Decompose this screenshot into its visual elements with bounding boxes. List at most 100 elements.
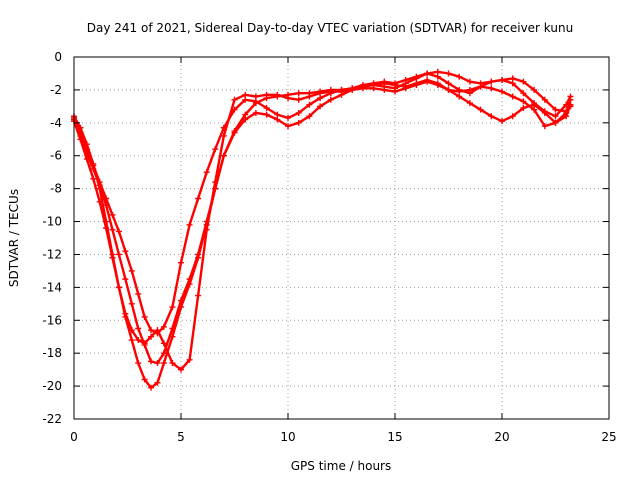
data-point <box>90 162 97 169</box>
data-point <box>520 90 527 97</box>
data-point <box>285 123 291 130</box>
data-point <box>466 78 473 85</box>
data-point <box>456 88 463 95</box>
data-point <box>141 340 148 347</box>
data-point <box>274 91 281 98</box>
data-point <box>295 119 302 126</box>
data-point <box>178 259 184 266</box>
data-point <box>563 109 570 116</box>
data-point <box>306 101 313 108</box>
series-line <box>72 72 572 335</box>
data-point <box>520 98 527 105</box>
y-tick-label: -2 <box>50 83 62 97</box>
data-point <box>109 211 116 218</box>
data-point <box>128 327 135 334</box>
y-tick-label: -16 <box>42 313 62 327</box>
series-track-3 <box>71 70 574 337</box>
data-point <box>413 73 420 80</box>
data-point <box>531 100 538 107</box>
data-point <box>115 251 122 258</box>
y-tick-label: -12 <box>42 247 62 261</box>
data-point <box>135 290 142 297</box>
data-point <box>186 221 193 228</box>
data-point <box>477 83 484 90</box>
data-point <box>186 281 193 288</box>
data-point <box>381 86 388 93</box>
data-point <box>160 340 167 347</box>
data-point <box>178 366 184 373</box>
data-point <box>317 103 324 110</box>
data-point <box>122 310 129 317</box>
data-point <box>488 85 495 92</box>
series-line <box>72 78 572 389</box>
data-point <box>231 96 238 103</box>
y-tick-label: -6 <box>50 149 62 163</box>
data-point <box>434 81 441 88</box>
chart-title: Day 241 of 2021, Sidereal Day-to-day VTE… <box>87 21 573 35</box>
data-point <box>306 113 313 120</box>
data-point <box>186 356 193 363</box>
data-point <box>552 119 559 126</box>
x-tick-label: 10 <box>280 430 295 444</box>
data-point <box>477 106 484 113</box>
y-tick-label: -8 <box>50 182 62 196</box>
data-point <box>212 146 219 153</box>
data-point <box>141 376 148 383</box>
data-point <box>466 100 473 107</box>
data-point <box>160 360 167 367</box>
data-point <box>285 114 291 121</box>
data-point <box>220 152 227 159</box>
data-point <box>434 73 441 80</box>
data-point <box>567 96 574 103</box>
data-point <box>531 86 538 93</box>
data-point <box>509 113 516 120</box>
data-point <box>381 78 388 85</box>
data-point <box>135 337 142 344</box>
axis-ticks: 0 5 10 15 20 25 0 -2 -4 -6 -8 -10 -12 -14 -16 -18 -20 -22 <box>42 50 616 444</box>
data-point <box>327 88 334 95</box>
data-point <box>520 105 527 112</box>
data-point <box>109 254 116 261</box>
y-tick-label: -20 <box>42 379 62 393</box>
series-track-4 <box>71 78 574 373</box>
data-point <box>109 226 116 233</box>
x-tick-label: 20 <box>494 430 509 444</box>
data-point <box>154 327 161 334</box>
data-point <box>402 85 409 92</box>
data-point <box>499 77 505 84</box>
plot-frame <box>73 56 610 420</box>
data-point <box>128 300 135 307</box>
data-point <box>466 86 473 93</box>
x-tick-label: 25 <box>601 430 616 444</box>
data-point <box>128 267 135 274</box>
data-point <box>488 78 495 85</box>
data-point <box>359 85 366 92</box>
data-point <box>499 88 505 95</box>
data-point <box>445 86 452 93</box>
data-point <box>212 179 219 186</box>
data-point <box>141 313 148 320</box>
data-point <box>148 384 155 391</box>
data-point <box>424 78 431 85</box>
data-point <box>115 284 122 291</box>
data-point <box>424 70 431 77</box>
data-point <box>552 113 559 120</box>
data-point <box>242 116 249 123</box>
data-point <box>295 90 302 97</box>
data-point <box>509 93 516 100</box>
data-point <box>263 105 270 112</box>
data-point <box>552 106 559 113</box>
data-point <box>317 90 324 97</box>
data-point <box>103 225 110 232</box>
y-axis-label: SDTVAR / TECUs <box>7 189 21 287</box>
data-point <box>160 323 167 330</box>
data-point <box>392 88 398 95</box>
series-line <box>72 70 572 365</box>
data-point <box>96 179 103 186</box>
data-point <box>402 77 409 84</box>
data-point <box>499 118 505 125</box>
data-point <box>306 93 313 100</box>
data-point <box>541 108 548 115</box>
data-point <box>203 226 210 233</box>
